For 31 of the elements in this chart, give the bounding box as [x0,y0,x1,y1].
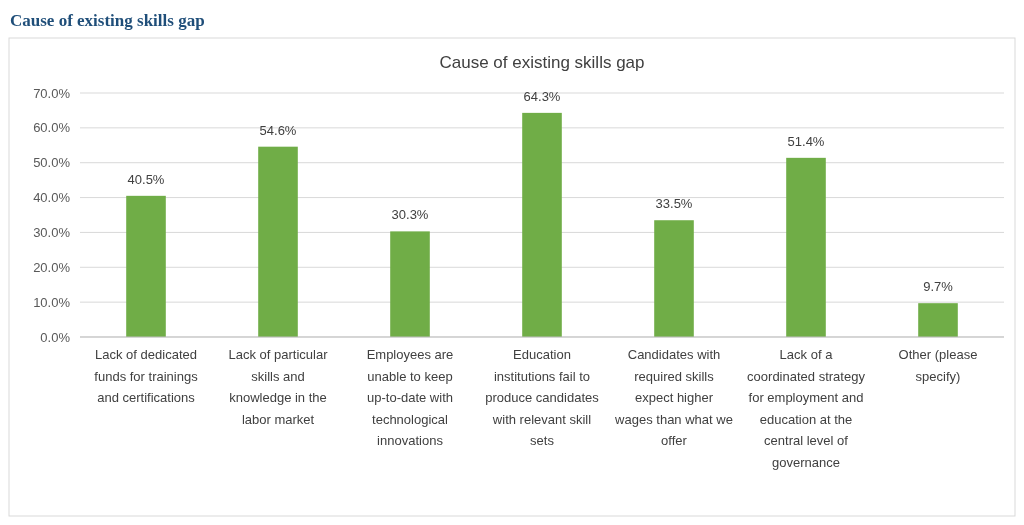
x-tick-label: Employees are unable to keep up-to-date with technological innovations [366,347,454,448]
bar [918,303,958,337]
y-tick-label: 50.0% [33,155,71,171]
data-label: 30.3% [391,207,429,223]
text: Cause of existing skills gap [10,11,205,30]
y-tick-label: 10.0% [33,294,71,310]
bar [654,220,694,337]
bar [390,231,430,337]
bar [258,146,298,337]
y-tick-label: 30.0% [33,224,71,240]
x-tick-label: Lack of particular skills and knowledge in the labor market [228,347,329,427]
x-tick-label: Candidates with required skills expect higher wages than what we offer [614,347,733,448]
data-label: 51.4% [787,133,825,149]
chart-title: Cause of existing skills gap [439,53,645,72]
data-label: 54.6% [259,122,297,138]
bar [786,157,826,337]
x-tick-label: Lack of a coordinated strategy for employment and education at the central level of governance [747,347,866,470]
data-label: 33.5% [655,196,693,212]
data-label: 9.7% [923,279,954,295]
data-label: 40.5% [127,171,165,187]
x-tick-label: Other (please specify) [898,347,978,384]
y-tick-label: 70.0% [33,85,71,101]
x-tick-label: Education institutions fail to produce candidates with relevant skill sets [485,347,600,448]
y-tick-label: 20.0% [33,259,71,275]
y-tick-label: 40.0% [33,190,71,206]
data-label: 64.3% [523,88,561,104]
y-tick-label: 0.0% [40,329,71,345]
x-tick-label: Lack of dedicated funds for trainings and certifications [94,347,199,405]
bar [522,112,562,337]
y-tick-label: 60.0% [33,120,71,136]
bar [126,195,166,337]
